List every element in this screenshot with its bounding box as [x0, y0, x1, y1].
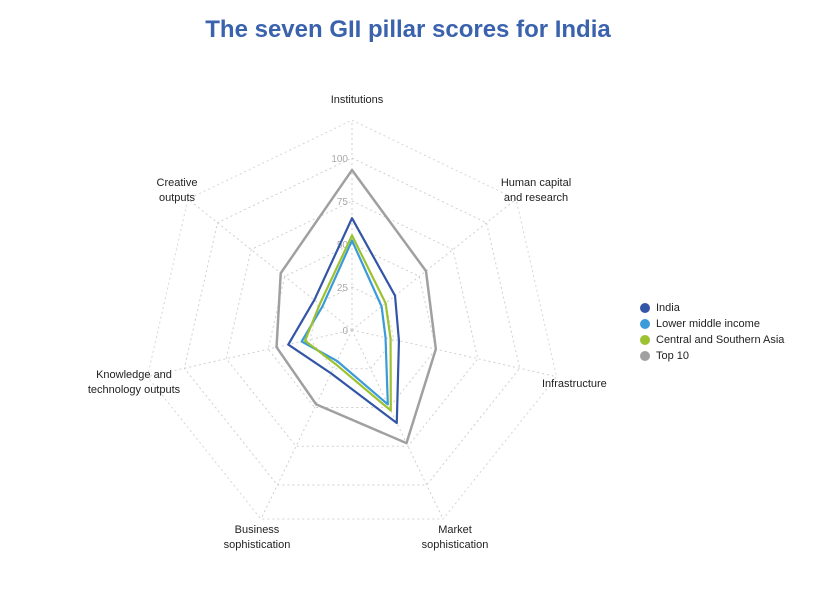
legend-swatch [640, 319, 650, 329]
axis-label: Human capital and research [501, 177, 571, 204]
axis-label: Institutions [331, 94, 384, 106]
series-india [287, 217, 401, 425]
grid-spoke [351, 329, 557, 378]
legend-label: Lower middle income [656, 318, 760, 330]
tick-label: 0 [342, 326, 348, 337]
grid-spoke [187, 198, 353, 331]
legend: India Lower middle income Central and Sout… [640, 300, 784, 364]
axis-label: Business sophistication [224, 524, 291, 551]
series-top-10 [275, 168, 438, 445]
legend-item: Top 10 [640, 348, 784, 364]
axis-label: Creative outputs [157, 177, 198, 204]
legend-label: India [656, 302, 680, 314]
legend-item: India [640, 300, 784, 316]
radar-axis-labels: Institutions Human capital and research Inf… [88, 94, 607, 551]
radar-grid [146, 119, 558, 520]
legend-swatch [640, 303, 650, 313]
legend-item: Central and Southern Asia [640, 332, 784, 348]
tick-label: 100 [331, 154, 348, 165]
legend-swatch [640, 335, 650, 345]
legend-label: Central and Southern Asia [656, 334, 785, 346]
axis-label: Infrastructure [542, 378, 607, 390]
tick-label: 25 [337, 283, 349, 294]
legend-swatch [640, 351, 650, 361]
grid-spoke [260, 329, 353, 520]
radar-series [275, 168, 438, 445]
grid-ring-25 [309, 286, 395, 370]
grid-ring-100 [183, 157, 521, 486]
series-central-and-southern-asia [303, 234, 392, 412]
axis-label: Market sophistication [422, 524, 489, 551]
legend-label: Top 10 [656, 350, 690, 362]
series-lower-middle-income [300, 239, 389, 406]
chart-title: The seven GII pillar scores for India [205, 16, 611, 43]
tick-label: 75 [337, 197, 349, 208]
axis-label: Knowledge and technology outputs [88, 369, 181, 396]
tick-label: 50 [337, 240, 349, 251]
radar-tick-labels: 0 25 50 75 100 [331, 154, 348, 337]
grid-ring-50 [267, 243, 437, 408]
grid-ring-75 [225, 200, 479, 447]
legend-item: Lower middle income [640, 316, 784, 332]
